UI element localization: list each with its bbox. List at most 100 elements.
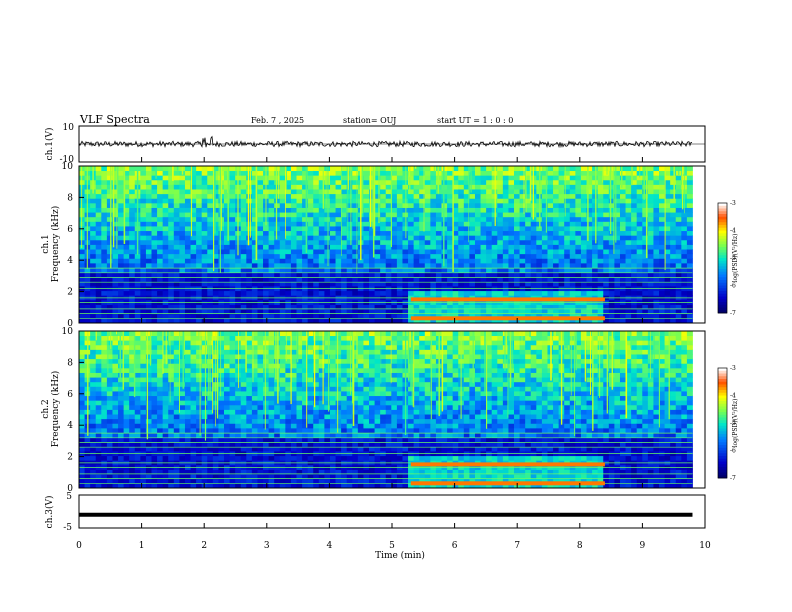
spectrogram-cell [251,432,258,438]
spectrogram-cell [447,184,454,190]
spectrogram-cell [190,474,197,480]
spectrogram-cell [201,367,208,373]
spectrogram-cell [162,354,169,360]
spectrogram-cell [603,216,610,222]
spectrogram-cell [558,221,565,227]
spectrogram-cell [597,244,604,250]
spectrogram-cell [502,235,509,241]
spectrogram-cell [675,216,682,222]
spectrogram-cell [190,202,197,208]
spectrogram-cell [474,290,481,296]
spectrogram-cell [469,304,476,310]
spectrogram-cell [235,367,242,373]
spectrogram-cell [608,249,615,255]
spectrogram-cell [525,304,532,310]
spectrogram-cell [686,212,693,218]
spectrogram-cell [502,239,509,245]
spectrogram-cell [430,309,437,315]
spectrogram-cell [145,272,152,278]
spectrogram-cell [307,216,314,222]
spectrogram-cell [318,244,325,250]
spectrogram-cell [123,258,130,264]
colorbar-tick-label: -6 [730,283,736,290]
colorbar-segment [718,282,727,286]
spectrogram-cell [184,189,191,195]
spectrogram-cell [447,166,454,172]
spectrogram-cell [625,258,632,264]
spectrogram-cell [670,184,677,190]
spectrogram-cell [352,318,359,324]
spectrogram-cell [201,437,208,443]
spectrogram-cell [335,258,342,264]
spectrogram-cell [157,367,164,373]
spectrogram-cell [553,235,560,241]
spectrogram-cell [647,184,654,190]
spectrogram-cell [458,226,465,232]
spectrogram-cell [553,207,560,213]
spectrogram-cell [162,239,169,245]
spectrogram-cell [224,358,230,364]
spectrogram-cell [246,391,253,397]
spectrogram-cell [106,304,113,310]
spectrogram-cell [564,244,571,250]
spectrogram-cell [636,235,643,241]
spectrogram-cell [129,395,136,401]
spectrogram-cell [179,207,186,213]
spectrogram-cell [134,258,141,264]
spectrogram-cell [603,249,610,255]
spectrogram-cell [452,276,459,282]
spectrogram-cell [441,253,448,259]
spectrogram-cell [229,313,236,319]
spectrogram-cell [636,189,643,195]
spectrogram-cell [173,349,180,355]
spectrogram-cell [441,189,448,195]
spectrogram-cell [151,441,158,447]
spectrogram-cell [218,409,225,415]
spectrogram-cell [430,281,437,287]
spectrogram-cell [619,313,626,319]
spectrogram-cell [90,367,97,373]
spectrogram-cell [625,235,632,241]
spectrogram-cell [580,318,587,324]
spectrogram-cell [592,216,599,222]
spectrogram-cell [313,244,320,250]
spectrogram-cell [374,276,381,282]
spectrogram-cell [162,281,169,287]
spectrogram-cell [106,354,113,360]
spectrogram-cell [396,309,403,315]
spectrogram-cell [608,262,615,268]
spectrogram-cell [474,253,481,259]
spectrogram-cell [619,267,626,273]
spectrogram-cell [240,239,247,245]
spectrogram-cell [101,367,108,373]
spectrogram-cell [491,318,498,324]
spectrogram-cell [619,253,626,259]
spectrogram-cell [201,474,208,480]
spectrogram-cell [659,253,665,259]
spectrogram-cell [502,175,509,181]
spectrogram-cell [631,258,638,264]
spectrogram-cell [112,262,119,268]
spectrogram-cell [586,262,593,268]
spectrogram-cell [207,304,214,310]
spectrogram-cell [413,179,420,185]
spectrogram-cell [408,170,415,176]
spectrogram-cell [307,202,314,208]
spectrogram-cell [240,372,247,378]
spectrogram-cell [201,432,208,438]
spectrogram-cell [173,344,180,350]
spectrogram-cell [207,221,214,227]
spectrogram-cell [184,179,191,185]
spectrogram-cell [647,267,654,273]
spectrogram-cell [608,239,615,245]
spectrogram-cell [184,427,191,433]
spectrogram-cell [569,249,576,255]
spectrogram-cell [129,386,136,392]
spectrogram-cell [123,446,130,452]
spectrogram-cell [246,281,253,287]
spectrogram-cell [184,377,191,383]
spectrogram-cell [157,253,164,259]
spectrogram-cell [525,226,532,232]
spectrogram-cell [235,313,242,319]
spectrogram-cell [486,290,493,296]
